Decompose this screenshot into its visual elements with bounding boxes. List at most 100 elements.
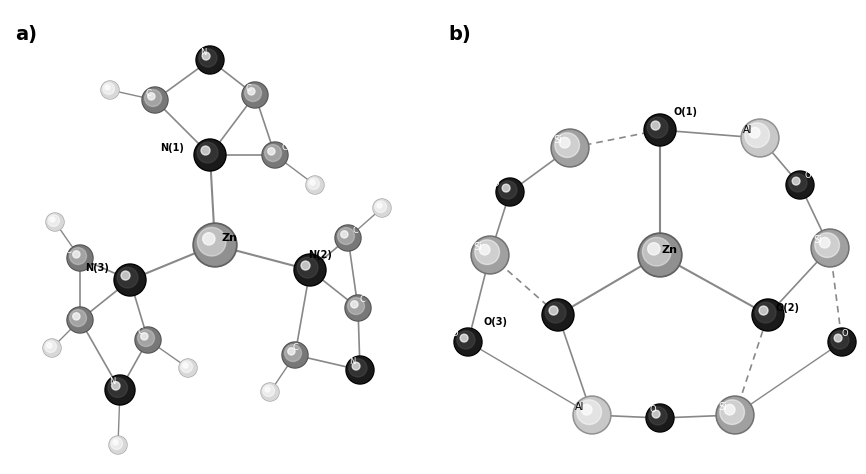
Text: O: O (452, 328, 458, 337)
Circle shape (115, 265, 145, 295)
Circle shape (199, 49, 217, 67)
Circle shape (352, 362, 360, 370)
Circle shape (136, 328, 160, 352)
Circle shape (195, 140, 224, 170)
Text: N(2): N(2) (308, 250, 332, 260)
Circle shape (265, 387, 270, 392)
Circle shape (648, 243, 660, 255)
Circle shape (43, 340, 61, 356)
Circle shape (301, 261, 310, 270)
Text: Al: Al (575, 402, 585, 412)
Circle shape (69, 247, 87, 264)
Circle shape (338, 228, 354, 245)
Circle shape (193, 223, 237, 267)
Circle shape (242, 82, 268, 108)
Text: C: C (62, 308, 68, 317)
Circle shape (640, 235, 680, 275)
Circle shape (307, 178, 320, 190)
Text: a): a) (15, 25, 37, 44)
Circle shape (197, 142, 218, 163)
Circle shape (787, 172, 813, 198)
Circle shape (496, 178, 524, 206)
Circle shape (73, 251, 80, 258)
Circle shape (375, 201, 386, 212)
Circle shape (107, 376, 134, 404)
Circle shape (140, 333, 148, 340)
Text: C: C (145, 89, 151, 98)
Text: C: C (292, 343, 298, 352)
Circle shape (68, 246, 92, 270)
Text: O(3): O(3) (483, 317, 507, 327)
Circle shape (105, 375, 135, 405)
Circle shape (829, 329, 855, 355)
Circle shape (306, 176, 324, 194)
Circle shape (73, 313, 80, 320)
Circle shape (647, 405, 673, 431)
Circle shape (546, 302, 566, 323)
Circle shape (581, 404, 592, 415)
Circle shape (819, 237, 830, 248)
Circle shape (643, 237, 671, 266)
Text: C: C (281, 143, 287, 152)
Circle shape (351, 301, 358, 308)
Circle shape (792, 177, 800, 185)
Circle shape (755, 302, 776, 323)
Circle shape (46, 213, 64, 231)
Circle shape (718, 398, 753, 432)
Text: Al: Al (743, 125, 753, 135)
Circle shape (475, 240, 500, 264)
Circle shape (114, 264, 146, 296)
Circle shape (749, 128, 760, 138)
Circle shape (346, 296, 370, 320)
Circle shape (121, 271, 130, 280)
Circle shape (716, 396, 754, 434)
Text: N(3): N(3) (85, 263, 109, 273)
Circle shape (262, 384, 278, 400)
Circle shape (724, 404, 735, 415)
Circle shape (815, 233, 839, 257)
Circle shape (283, 343, 307, 367)
Circle shape (110, 437, 126, 453)
Circle shape (473, 237, 507, 273)
Circle shape (307, 177, 323, 193)
Text: C: C (245, 83, 251, 92)
Circle shape (471, 236, 509, 274)
Circle shape (50, 217, 55, 222)
Circle shape (752, 299, 784, 331)
Circle shape (67, 245, 93, 271)
Circle shape (194, 139, 226, 171)
Circle shape (543, 301, 572, 330)
Circle shape (646, 404, 674, 432)
Circle shape (261, 383, 279, 401)
Circle shape (69, 310, 87, 327)
Circle shape (559, 137, 570, 148)
Circle shape (282, 342, 308, 368)
Circle shape (340, 231, 348, 238)
Circle shape (285, 345, 301, 362)
Circle shape (753, 301, 783, 330)
Circle shape (179, 359, 197, 377)
Circle shape (295, 255, 325, 285)
Circle shape (336, 226, 360, 250)
Circle shape (349, 359, 367, 377)
Circle shape (142, 87, 168, 113)
Circle shape (262, 385, 275, 396)
Circle shape (830, 331, 849, 349)
Circle shape (288, 348, 295, 355)
Circle shape (45, 341, 56, 353)
Circle shape (201, 146, 210, 155)
Circle shape (651, 121, 660, 130)
Circle shape (456, 331, 475, 349)
Text: Zn: Zn (662, 245, 678, 255)
Circle shape (244, 84, 262, 101)
Circle shape (346, 356, 374, 384)
Circle shape (347, 357, 373, 383)
Circle shape (197, 47, 223, 73)
Circle shape (454, 328, 482, 356)
Circle shape (549, 306, 558, 315)
Text: O: O (842, 328, 849, 337)
Circle shape (263, 143, 287, 167)
Circle shape (310, 180, 315, 185)
Circle shape (262, 142, 288, 168)
Circle shape (742, 120, 778, 155)
